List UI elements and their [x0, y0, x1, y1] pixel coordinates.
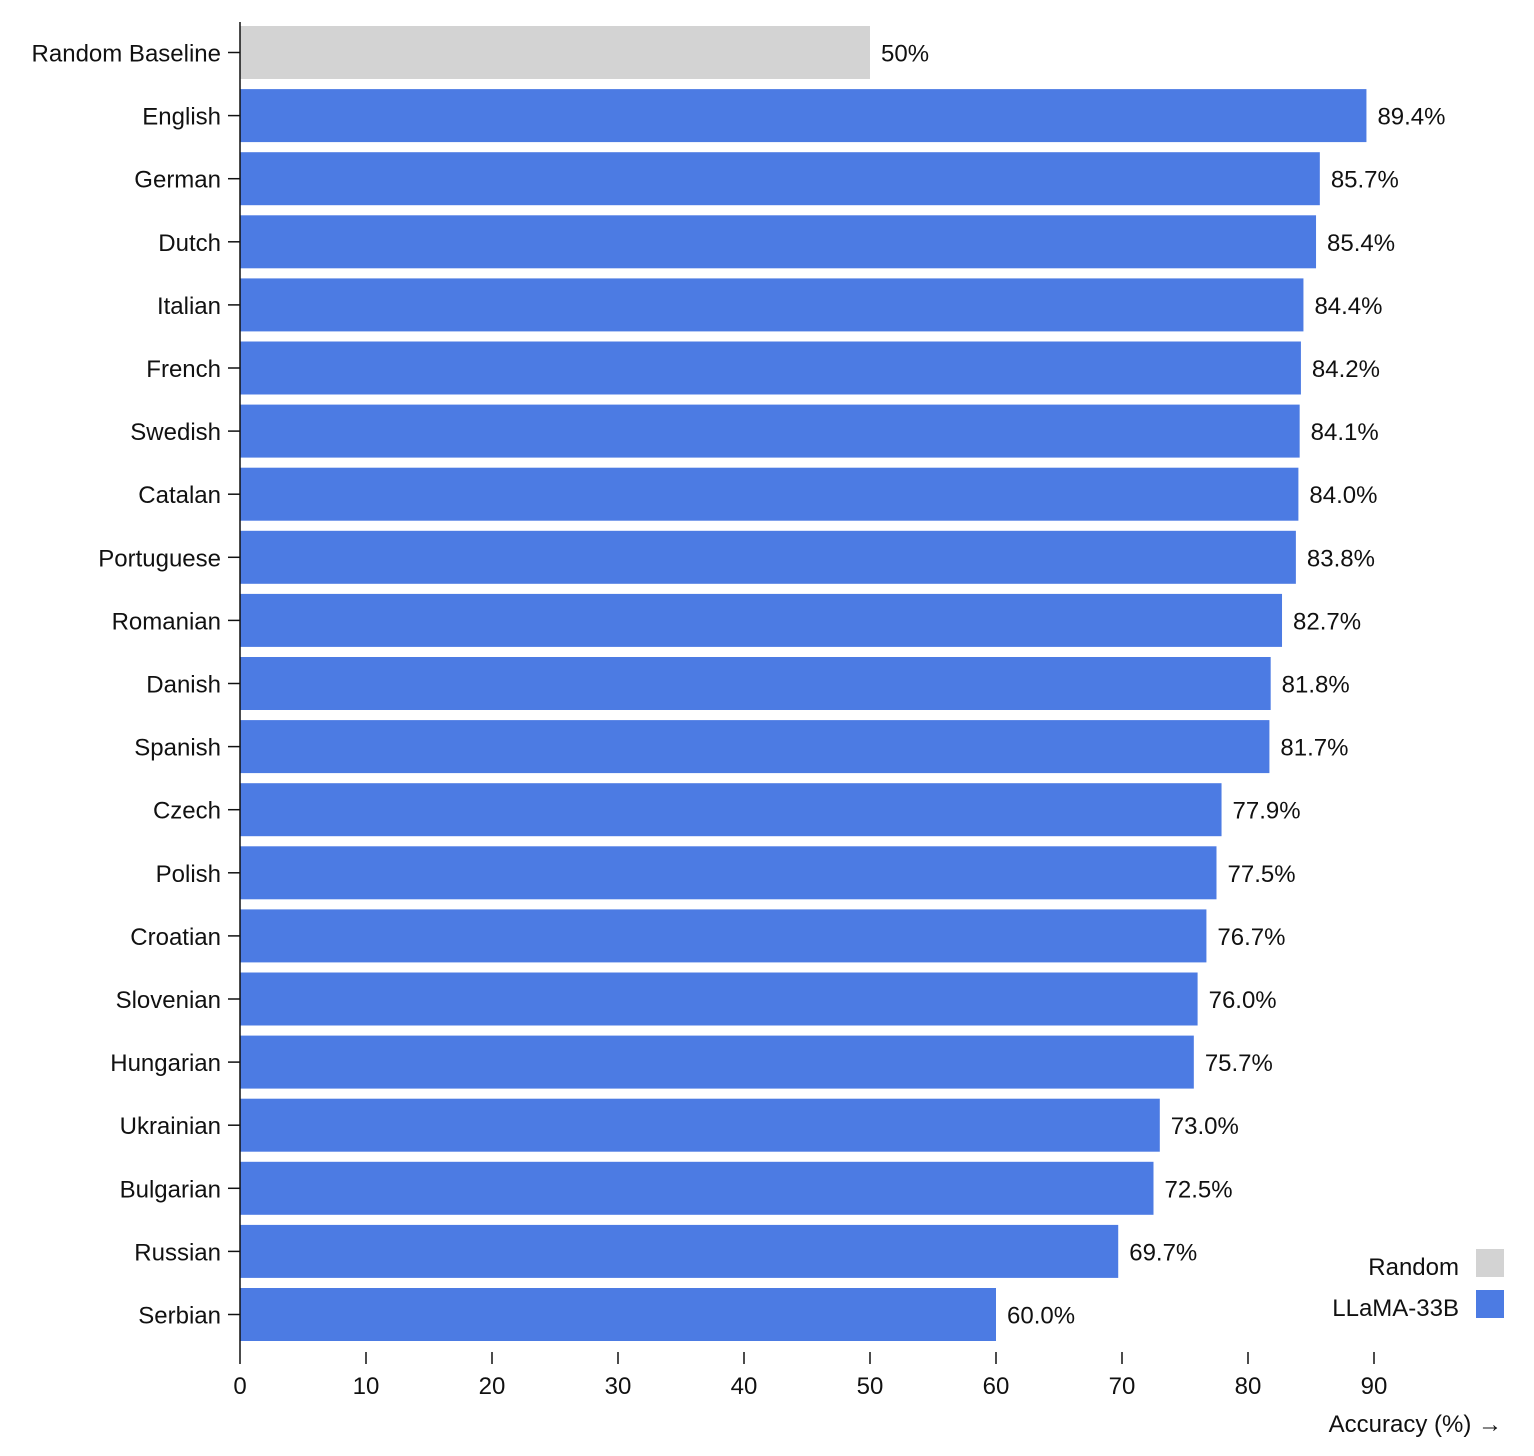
category-label-english: English [142, 104, 221, 131]
value-label-bulgarian: 72.5% [1165, 1176, 1233, 1203]
value-label-catalan: 84.0% [1309, 482, 1377, 509]
category-label-portuguese: Portuguese [98, 545, 221, 572]
category-label-german: German [134, 167, 221, 194]
value-label-portuguese: 83.8% [1307, 545, 1375, 572]
legend-swatch-random [1476, 1249, 1504, 1277]
value-label-ukrainian: 73.0% [1171, 1113, 1239, 1140]
category-label-danish: Danish [146, 672, 221, 699]
bar-romanian [240, 593, 1283, 647]
legend-label-llama-33b: LLaMA-33B [1332, 1295, 1459, 1322]
x-tick-label-80: 80 [1235, 1373, 1262, 1400]
x-axis: 0 10 20 30 40 50 60 70 80 90 [233, 1352, 1387, 1400]
x-tick-label-50: 50 [857, 1373, 884, 1400]
category-label-catalan: Catalan [138, 482, 221, 509]
value-label-english: 89.4% [1377, 104, 1445, 131]
x-tick-label-0: 0 [233, 1373, 246, 1400]
category-label-slovenian: Slovenian [116, 987, 221, 1014]
bar-slovenian [240, 972, 1198, 1026]
x-tick-label-30: 30 [605, 1373, 632, 1400]
value-label-danish: 81.8% [1282, 672, 1350, 699]
bar-french [240, 341, 1301, 395]
value-labels-group: 50% 89.4% 85.7% 85.4% 84.4% 84.2% 84.1% 84.0% 83… [881, 41, 1446, 1330]
bar-bulgarian [240, 1161, 1154, 1215]
bar-swedish [240, 404, 1300, 458]
category-label-bulgarian: Bulgarian [120, 1176, 221, 1203]
category-label-polish: Polish [156, 861, 221, 888]
bar-croatian [240, 909, 1207, 963]
category-label-swedish: Swedish [130, 419, 221, 446]
category-label-dutch: Dutch [158, 230, 221, 257]
value-label-russian: 69.7% [1129, 1239, 1197, 1266]
bar-english [240, 89, 1367, 143]
bar-serbian [240, 1288, 996, 1341]
legend-label-random: Random [1368, 1254, 1459, 1281]
category-label-russian: Russian [134, 1239, 221, 1266]
value-label-random-baseline: 50% [881, 41, 929, 68]
category-label-ukrainian: Ukrainian [120, 1113, 221, 1140]
category-label-serbian: Serbian [138, 1303, 221, 1330]
category-label-italian: Italian [157, 293, 221, 320]
category-label-french: French [146, 356, 221, 383]
legend-swatch-llama-33b [1476, 1290, 1504, 1318]
category-label-spanish: Spanish [134, 735, 221, 762]
x-tick-label-70: 70 [1109, 1373, 1136, 1400]
bar-russian [240, 1224, 1119, 1278]
bar-german [240, 152, 1320, 206]
x-tick-label-10: 10 [353, 1373, 380, 1400]
value-label-italian: 84.4% [1314, 293, 1382, 320]
bar-czech [240, 783, 1222, 837]
value-label-german: 85.7% [1331, 167, 1399, 194]
bar-ukrainian [240, 1098, 1160, 1152]
bar-italian [240, 278, 1304, 332]
bar-random-baseline [240, 26, 870, 79]
category-label-croatian: Croatian [130, 924, 221, 951]
x-tick-label-90: 90 [1361, 1373, 1388, 1400]
bar-dutch [240, 215, 1317, 269]
x-tick-label-20: 20 [479, 1373, 506, 1400]
value-label-french: 84.2% [1312, 356, 1380, 383]
bar-spanish [240, 720, 1270, 774]
value-label-slovenian: 76.0% [1209, 987, 1277, 1014]
value-label-hungarian: 75.7% [1205, 1050, 1273, 1077]
bar-hungarian [240, 1035, 1194, 1089]
bars-group [240, 26, 1367, 1341]
bar-portuguese [240, 530, 1296, 584]
category-label-czech: Czech [153, 798, 221, 825]
legend: Random LLaMA-33B [1332, 1249, 1504, 1322]
category-label-romanian: Romanian [112, 608, 221, 635]
bar-danish [240, 657, 1271, 710]
x-tick-label-60: 60 [983, 1373, 1010, 1400]
value-label-polish: 77.5% [1228, 861, 1296, 888]
y-axis: Random Baseline English German Dutch Italian… [32, 22, 241, 1352]
x-axis-title: Accuracy (%) → [1329, 1411, 1502, 1438]
category-label-random-baseline: Random Baseline [32, 41, 221, 68]
bar-catalan [240, 467, 1299, 521]
value-label-croatian: 76.7% [1217, 924, 1285, 951]
value-label-romanian: 82.7% [1293, 608, 1361, 635]
category-label-hungarian: Hungarian [110, 1050, 221, 1077]
value-label-spanish: 81.7% [1280, 735, 1348, 762]
value-label-serbian: 60.0% [1007, 1303, 1075, 1330]
bar-polish [240, 846, 1217, 900]
value-label-dutch: 85.4% [1327, 230, 1395, 257]
value-label-czech: 77.9% [1233, 798, 1301, 825]
x-tick-label-40: 40 [731, 1373, 758, 1400]
value-label-swedish: 84.1% [1311, 419, 1379, 446]
